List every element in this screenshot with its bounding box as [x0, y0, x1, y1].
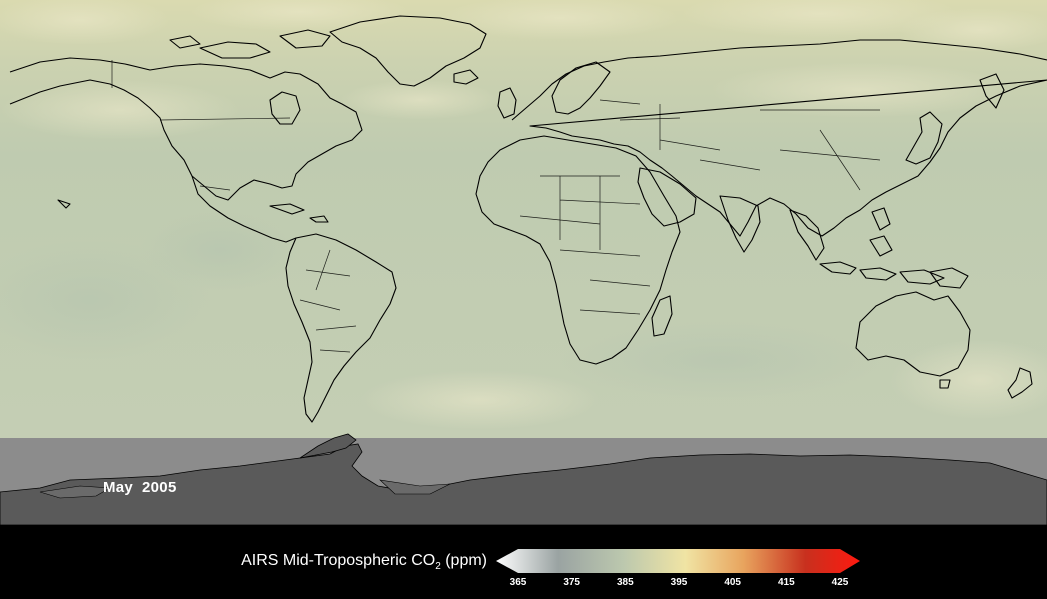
southeast-asia-outline [789, 209, 825, 261]
greenland-outline [329, 15, 487, 87]
date-label: May 2005 [103, 479, 177, 496]
colorbar-tick-label: 425 [831, 577, 849, 588]
arctic-islands-outline [169, 29, 331, 59]
legend-title-subscript: 2 [435, 561, 441, 572]
legend-title-text: AIRS Mid-Tropospheric CO [241, 552, 436, 569]
colorbar-tick-label: 375 [563, 577, 580, 588]
australia-outline [855, 291, 971, 377]
colorbar-tick-label: 395 [670, 577, 688, 588]
india-outline [719, 195, 761, 253]
north-america-outline [9, 57, 363, 201]
legend-bar: AIRS Mid-Tropospheric CO2 (ppm) 365 375 38… [0, 525, 1047, 599]
colorbar-tick-label: 405 [724, 577, 741, 588]
legend-title: AIRS Mid-Tropospheric CO2 (ppm) [241, 552, 487, 572]
country-borders [111, 60, 881, 353]
colorbar [496, 549, 860, 573]
colorbar-tick-label: 365 [509, 577, 527, 588]
legend-title-unit: (ppm) [440, 552, 487, 569]
tasmania-outline [939, 379, 951, 389]
japan-outline [905, 111, 943, 165]
central-america-outline [191, 175, 297, 243]
colorbar-tick-label: 385 [616, 577, 634, 588]
eurasia-outline [511, 39, 1047, 237]
madagascar-outline [651, 295, 673, 337]
caribbean-islands-outline [57, 199, 329, 223]
new-zealand-outline [1007, 367, 1033, 399]
colorbar-ticks: 365 375 385 395 405 415 425 [0, 577, 1047, 593]
new-guinea-outline [929, 267, 969, 289]
scandinavia-outline [551, 61, 611, 115]
weddell-ice-shelf [379, 479, 451, 495]
ross-ice-shelf [39, 485, 112, 499]
kamchatka-outline [979, 73, 1005, 109]
arabia-outline [637, 167, 697, 227]
co2-texture [0, 0, 1047, 430]
coastlines [9, 15, 1047, 423]
iceland-outline [453, 69, 479, 85]
colorbar-tick-label: 415 [777, 577, 795, 588]
antarctic-peninsula [299, 433, 357, 459]
south-america-outline [285, 233, 397, 423]
hudson-bay-outline [269, 91, 301, 125]
world-co2-map [0, 0, 1047, 525]
africa-outline [475, 135, 681, 365]
colorbar-ramp [496, 549, 860, 573]
uk-outline [497, 87, 517, 119]
